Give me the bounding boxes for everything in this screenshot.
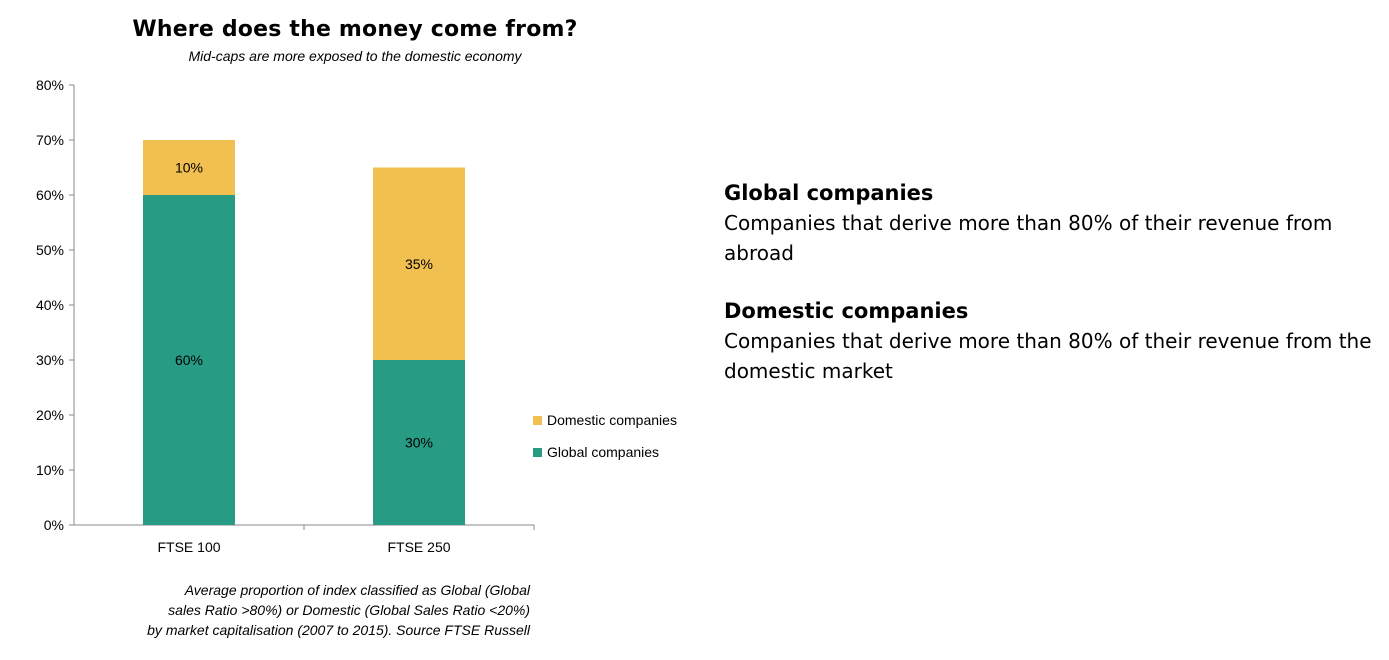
definition-text-global: Companies that derive more than 80% of t… [724,211,1333,265]
chart-legend: Domestic companies Global companies [533,404,677,468]
bar-domestic-companies-0 [143,140,235,195]
data-label-domestic-companies-1: 35% [405,256,433,272]
y-tick-label-60: 60% [36,187,64,203]
source-note-line-2: sales Ratio >80%) or Domestic (Global Sa… [168,602,530,618]
y-tick-label-10: 10% [36,462,64,478]
y-tick-label-0: 0% [44,517,64,533]
definition-text-domestic: Companies that derive more than 80% of t… [724,329,1372,383]
y-tick-label-20: 20% [36,407,64,423]
definitions-panel: Global companies Companies that derive m… [724,178,1389,414]
definition-domestic: Domestic companies Companies that derive… [724,296,1389,386]
definition-heading-domestic: Domestic companies [724,299,969,323]
source-note: Average proportion of index classified a… [100,580,530,640]
bar-global-companies-0 [143,195,235,525]
y-tick-label-40: 40% [36,297,64,313]
data-label-domestic-companies-0: 10% [175,160,203,176]
chart-subtitle: Mid-caps are more exposed to the domesti… [188,48,522,64]
y-tick-label-80: 80% [36,77,64,93]
x-tick-label-0: FTSE 100 [157,539,220,555]
y-tick-label-30: 30% [36,352,64,368]
definition-global: Global companies Companies that derive m… [724,178,1389,268]
stacked-bar-chart: 0% 10% 20% 30% 40% 50% 60% 70% 80% FTSE 100 60% 10%… [36,77,535,555]
source-note-line-3: by market capitalisation (2007 to 2015).… [147,622,530,638]
legend-label-global: Global companies [547,444,660,460]
y-tick-label-50: 50% [36,242,64,258]
source-note-line-1: Average proportion of index classified a… [184,582,530,598]
legend-swatch-global [533,447,542,457]
legend-label-domestic: Domestic companies [547,412,677,428]
legend-swatch-domestic [533,415,542,425]
bar-domestic-companies-1 [373,167,465,360]
x-tick-label-1: FTSE 250 [387,539,450,555]
definition-heading-global: Global companies [724,181,934,205]
data-label-global-companies-0: 60% [175,352,203,368]
data-label-global-companies-1: 30% [405,435,433,451]
legend-item-global: Global companies [533,436,677,468]
chart-title: Where does the money come from? [132,17,578,42]
legend-item-domestic: Domestic companies [533,404,677,436]
y-tick-label-70: 70% [36,132,64,148]
bar-global-companies-1 [373,360,465,525]
